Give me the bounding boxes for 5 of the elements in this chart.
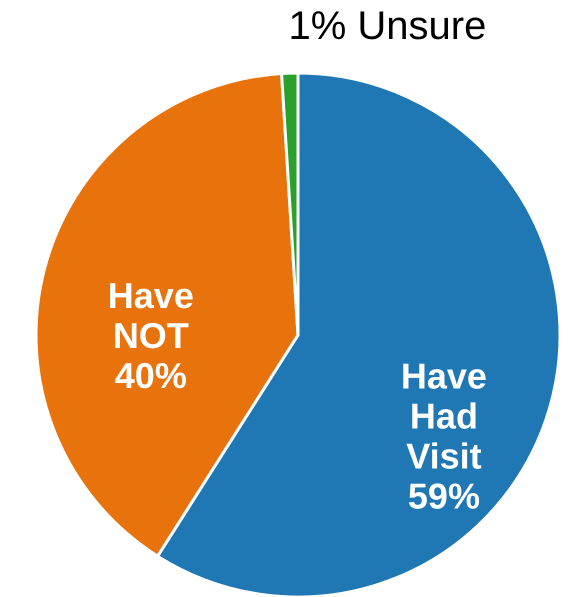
slice-label: Have Had Visit — [400, 355, 487, 476]
data-label: 59% — [408, 475, 480, 516]
data-label: 40% — [114, 355, 187, 396]
slice-label: 1% Unsure — [288, 4, 486, 48]
slice-label: Have NOT — [108, 275, 194, 356]
